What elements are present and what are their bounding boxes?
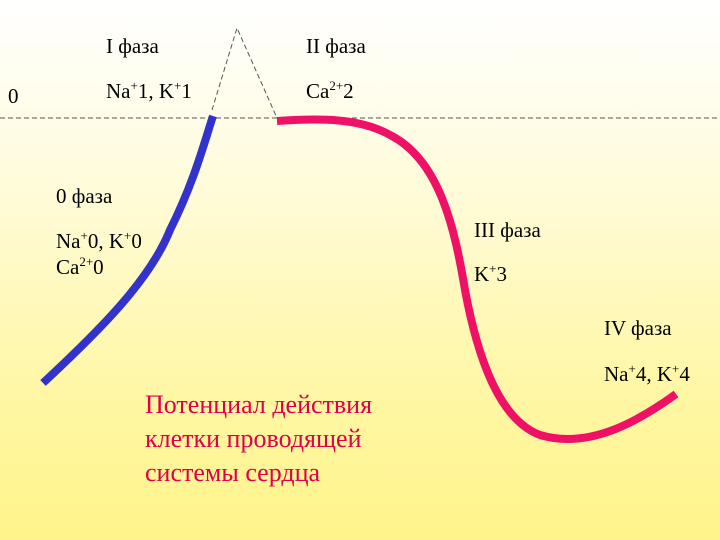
ion-value: 0 xyxy=(87,229,99,253)
phase-3-title: III фаза xyxy=(474,218,541,242)
ion-symbol: K xyxy=(108,229,125,253)
ion-symbol: K xyxy=(158,79,175,103)
phase-1-title: I фаза xyxy=(106,34,159,58)
phase-3-ions: K+3 xyxy=(474,261,508,286)
spike-outline xyxy=(211,26,278,119)
ion-symbol: Na xyxy=(56,229,81,253)
depolarization-curve xyxy=(40,114,217,386)
caption-line-2: клетки проводящей xyxy=(145,424,362,453)
ion-value: 0 xyxy=(93,255,104,279)
ion-charge: 2+ xyxy=(79,254,94,269)
zero-potential-label: 0 xyxy=(8,84,19,108)
ion-value: 3 xyxy=(496,262,508,286)
phase-0-ions-line1: Na+0, K+0 xyxy=(56,228,142,253)
caption-line-3: системы сердца xyxy=(145,458,321,487)
ion-symbol: Na xyxy=(604,362,629,386)
ion-charge: + xyxy=(628,361,636,376)
phase-4-ions: Na+4, K+4 xyxy=(604,361,690,386)
phase-0-ions-line2: Ca2+0 xyxy=(56,254,104,279)
phase-1-ions: Na+1, K+1 xyxy=(106,78,192,103)
ion-charge: 2+ xyxy=(329,78,344,93)
caption-line-1: Потенциал действия xyxy=(145,390,373,419)
ion-symbol: K xyxy=(474,262,490,286)
ion-symbol: Ca xyxy=(306,79,330,103)
ion-value: 4 xyxy=(635,362,647,386)
ion-charge: + xyxy=(80,228,88,243)
repolarization-curve xyxy=(276,115,679,443)
ion-charge: + xyxy=(124,228,132,243)
ion-charge: + xyxy=(672,361,680,376)
ion-charge: + xyxy=(174,78,182,93)
ion-value: 1 xyxy=(181,79,192,103)
ion-charge: + xyxy=(130,78,138,93)
ion-symbol: K xyxy=(656,362,673,386)
ion-value: 2 xyxy=(343,79,354,103)
diagram-caption: Потенциал действия клетки проводящей сис… xyxy=(145,388,372,490)
ion-charge: + xyxy=(489,261,497,276)
phase-2-title: II фаза xyxy=(306,34,366,58)
phase-4-title: IV фаза xyxy=(604,316,672,340)
phase-0-title: 0 фаза xyxy=(56,184,113,208)
ion-symbol: Na xyxy=(106,79,131,103)
ion-value: 1 xyxy=(137,79,149,103)
ion-symbol: Ca xyxy=(56,255,80,279)
ion-value: 4 xyxy=(679,362,690,386)
phase-2-ions: Ca2+2 xyxy=(306,78,354,103)
ion-value: 0 xyxy=(131,229,142,253)
